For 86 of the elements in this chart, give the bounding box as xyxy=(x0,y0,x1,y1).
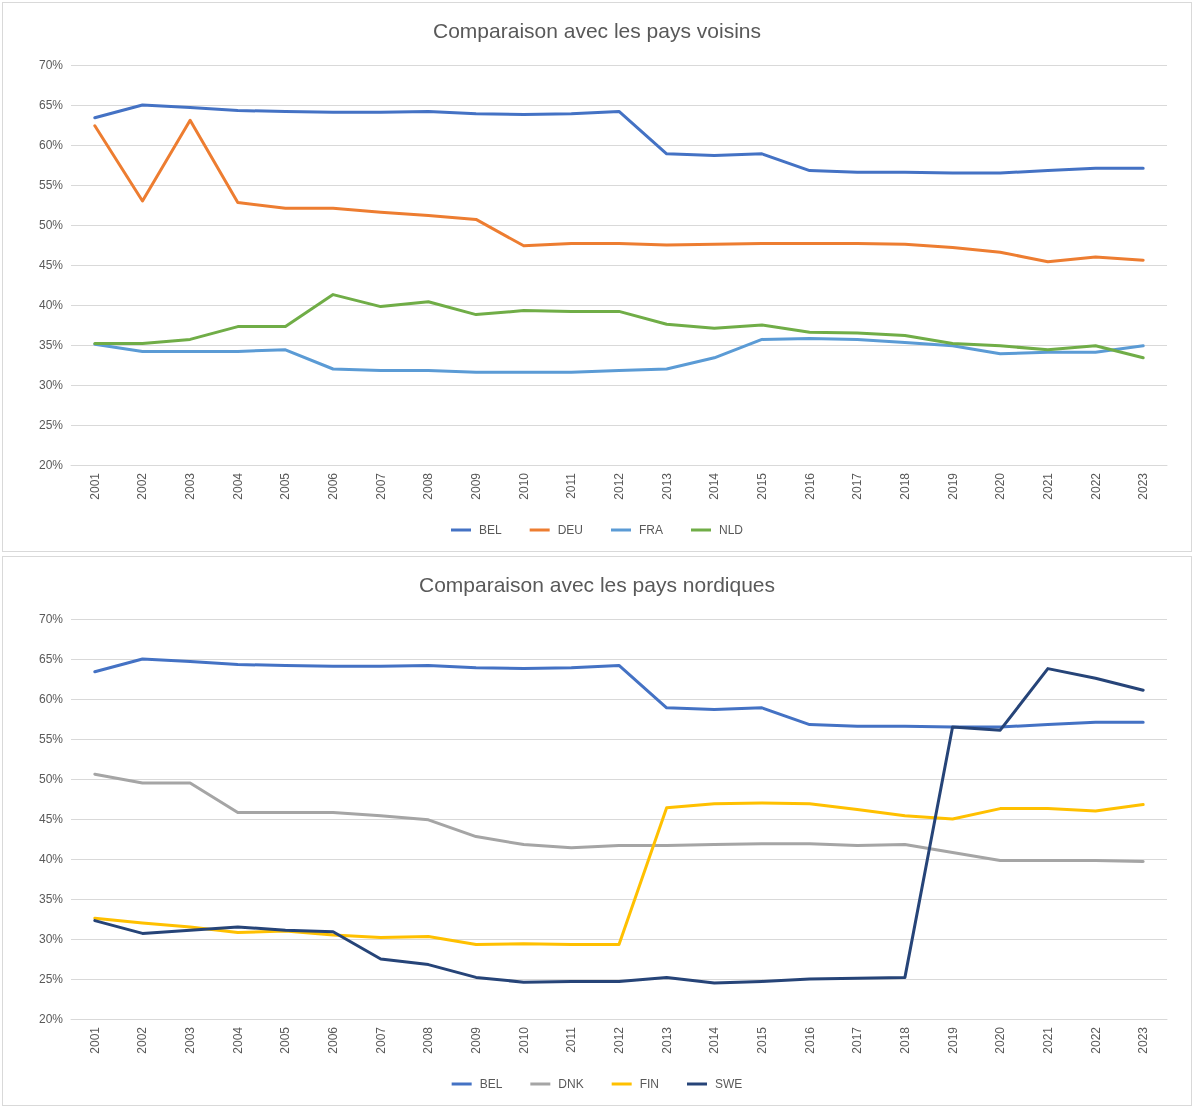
x-tick-label: 2014 xyxy=(707,472,722,500)
x-tick-label: 2018 xyxy=(897,472,912,500)
x-tick-label: 2003 xyxy=(183,472,198,500)
x-tick-label: 2016 xyxy=(802,472,817,500)
x-tick-label: 2008 xyxy=(421,1026,436,1054)
x-tick-label: 2016 xyxy=(802,1026,817,1054)
x-tick-label: 2002 xyxy=(135,1026,150,1054)
x-tick-label: 2010 xyxy=(516,472,531,500)
x-tick-label: 2009 xyxy=(469,1026,484,1054)
x-tick-label: 2013 xyxy=(659,472,674,500)
x-tick-label: 2020 xyxy=(993,1026,1008,1054)
line-series xyxy=(93,667,1145,985)
y-tick-label: 65% xyxy=(38,652,64,666)
line-series xyxy=(93,801,1145,947)
x-tick-label: 2014 xyxy=(707,1026,722,1054)
legend-label: FIN xyxy=(639,1077,660,1091)
chart-title: Comparaison avec les pays nordiques xyxy=(418,573,776,596)
line-series xyxy=(93,337,1145,374)
y-tick-label: 70% xyxy=(38,58,64,72)
legend-label: SWE xyxy=(715,1077,743,1091)
x-tick-label: 2019 xyxy=(945,1026,960,1054)
y-tick-label: 20% xyxy=(38,458,64,472)
x-tick-label: 2015 xyxy=(754,472,769,500)
x-tick-label: 2013 xyxy=(659,1026,674,1054)
y-tick-label: 45% xyxy=(38,812,64,826)
x-tick-label: 2019 xyxy=(945,472,960,500)
x-tick-label: 2005 xyxy=(278,472,293,500)
y-tick-label: 55% xyxy=(38,732,64,746)
y-tick-label: 30% xyxy=(38,378,64,392)
x-tick-label: 2023 xyxy=(1136,1026,1151,1054)
y-tick-label: 20% xyxy=(38,1012,64,1026)
x-tick-label: 2007 xyxy=(373,1026,388,1054)
line-series xyxy=(93,293,1145,360)
y-tick-label: 30% xyxy=(38,932,64,946)
y-tick-label: 55% xyxy=(38,178,64,192)
line-series xyxy=(93,657,1145,729)
x-tick-label: 2017 xyxy=(850,472,865,500)
y-tick-label: 70% xyxy=(38,612,64,626)
y-tick-label: 35% xyxy=(38,892,64,906)
y-tick-label: 50% xyxy=(38,772,64,786)
y-tick-label: 40% xyxy=(38,852,64,866)
x-tick-label: 2001 xyxy=(87,472,102,500)
x-tick-label: 2021 xyxy=(1040,472,1055,500)
line-series xyxy=(93,118,1145,264)
y-tick-label: 35% xyxy=(38,338,64,352)
chart-title: Comparaison avec les pays voisins xyxy=(433,19,761,42)
x-tick-label: 2008 xyxy=(421,472,436,500)
legend-label: NLD xyxy=(719,523,744,537)
x-tick-label: 2002 xyxy=(135,472,150,500)
x-tick-label: 2003 xyxy=(183,1026,198,1054)
y-tick-label: 60% xyxy=(38,692,64,706)
x-tick-label: 2010 xyxy=(516,1026,531,1054)
legend-label: BEL xyxy=(479,1077,503,1091)
x-tick-label: 2020 xyxy=(993,472,1008,500)
x-tick-label: 2018 xyxy=(897,1026,912,1054)
line-series xyxy=(93,772,1145,863)
y-tick-label: 50% xyxy=(38,218,64,232)
legend-label: BEL xyxy=(478,523,502,537)
x-tick-label: 2009 xyxy=(469,472,484,500)
x-tick-label: 2012 xyxy=(612,472,626,500)
x-tick-label: 2017 xyxy=(850,1026,865,1054)
legend-label: DEU xyxy=(557,523,584,537)
legend-label: DNK xyxy=(558,1077,584,1091)
x-tick-label: 2005 xyxy=(278,1026,293,1054)
line-series xyxy=(93,103,1145,175)
x-tick-label: 2022 xyxy=(1088,1026,1103,1054)
x-tick-label: 2011 xyxy=(564,1026,579,1053)
x-tick-label: 2006 xyxy=(326,472,341,500)
x-tick-label: 2004 xyxy=(230,472,245,500)
y-tick-label: 65% xyxy=(38,98,64,112)
x-tick-label: 2015 xyxy=(754,1026,769,1054)
y-tick-label: 25% xyxy=(38,418,64,432)
x-tick-label: 2022 xyxy=(1088,472,1103,500)
x-tick-label: 2007 xyxy=(373,472,388,500)
y-tick-label: 45% xyxy=(38,258,64,272)
y-tick-label: 40% xyxy=(38,298,64,312)
x-tick-label: 2011 xyxy=(564,472,579,499)
x-tick-label: 2001 xyxy=(87,1026,102,1054)
x-tick-label: 2006 xyxy=(326,1026,341,1054)
legend-label: FRA xyxy=(639,523,664,537)
x-tick-label: 2021 xyxy=(1040,1026,1055,1054)
x-tick-label: 2012 xyxy=(612,1026,626,1054)
y-tick-label: 25% xyxy=(38,972,64,986)
y-tick-label: 60% xyxy=(38,138,64,152)
x-tick-label: 2004 xyxy=(230,1026,245,1054)
x-tick-label: 2023 xyxy=(1136,472,1151,500)
